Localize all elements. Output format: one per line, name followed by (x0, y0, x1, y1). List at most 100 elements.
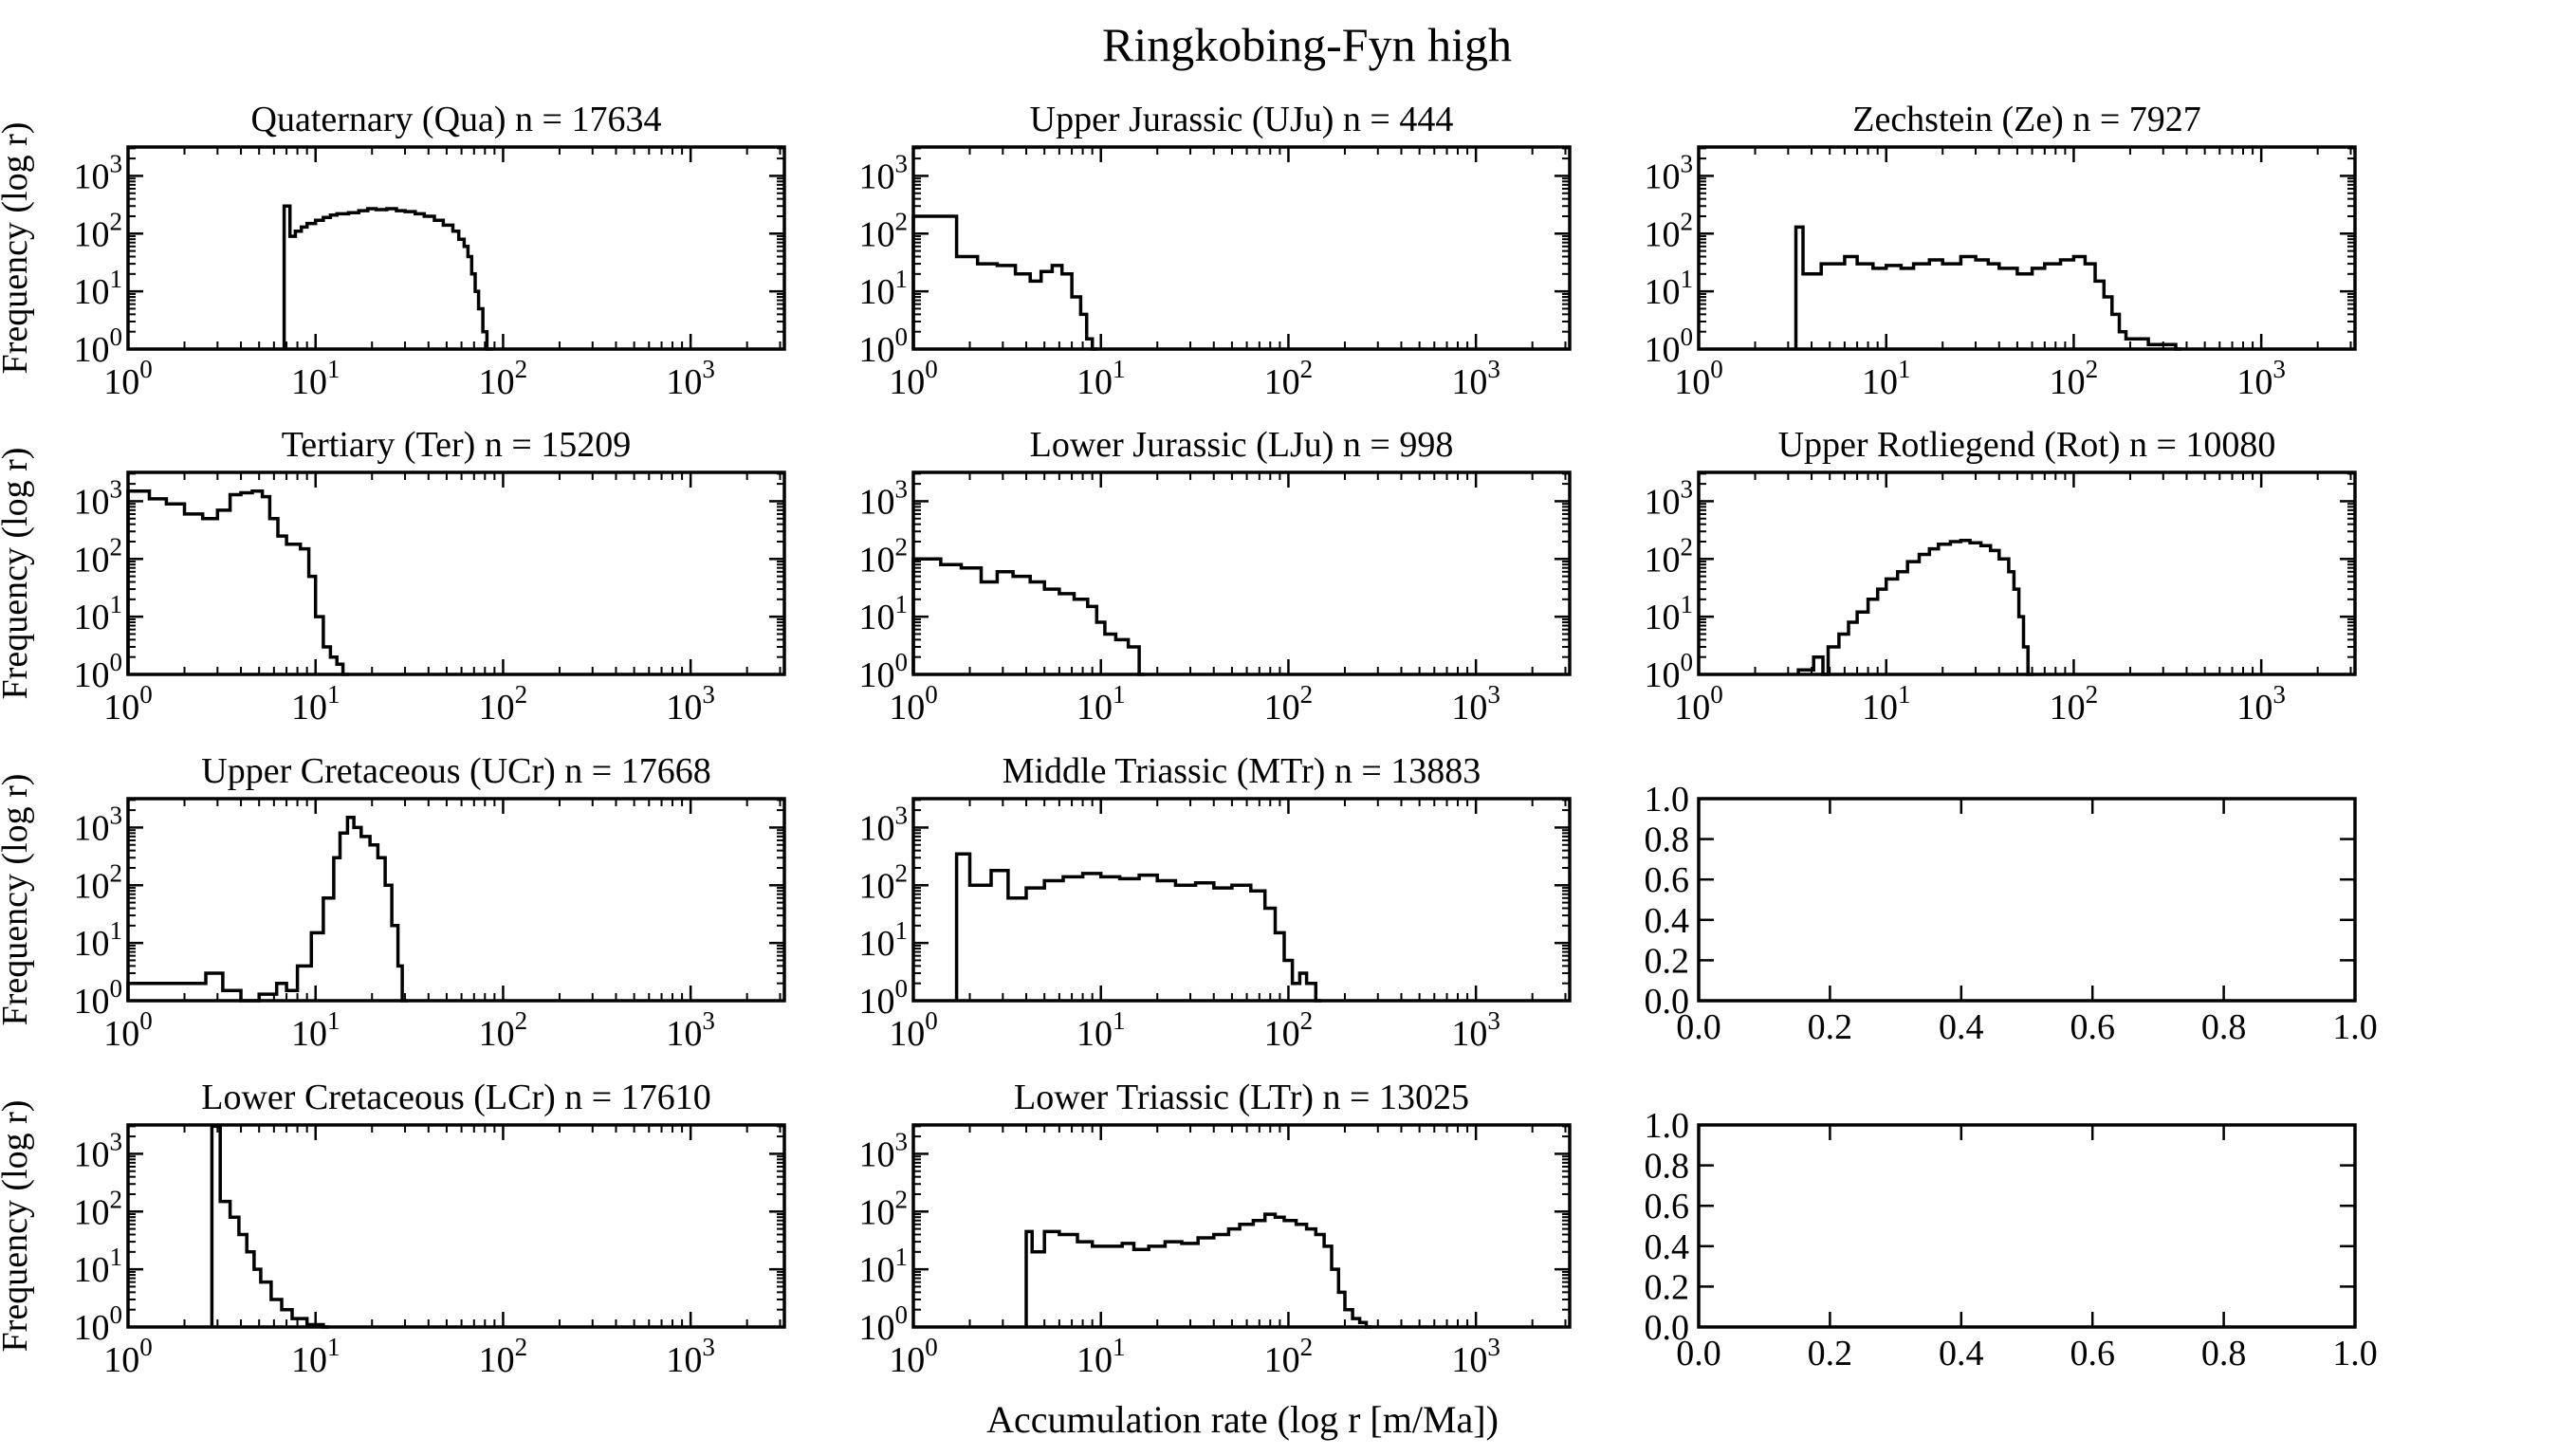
axes-frame (1697, 797, 2357, 1003)
panels-grid: Quaternary (Qua) n = 17634 100 101 102 103 10… (0, 100, 2378, 1380)
x-tick-label: 100 (103, 1006, 153, 1054)
axes-frame (126, 470, 786, 676)
y-tick-label: 0.4 (1645, 1227, 1690, 1267)
subplot-title: Upper Cretaceous (UCr) n = 17668 (201, 751, 710, 791)
y-tick-label: 1.0 (1645, 1106, 1690, 1146)
y-tick-label: 0.0 (1645, 1308, 1690, 1348)
y-tick-label: 101 (74, 1243, 123, 1290)
y-tick-label: 1.0 (1645, 780, 1690, 820)
x-tick-label: 103 (1451, 1006, 1500, 1054)
x-tick-label: 0.8 (2201, 1007, 2247, 1047)
x-tick-label: 101 (291, 680, 340, 728)
y-tick-label: 103 (74, 149, 123, 196)
x-tick-label: 102 (1264, 1333, 1314, 1380)
x-tick-label: 0.0 (1676, 1007, 1721, 1047)
y-axis-label: Frequency (log r) (0, 1100, 35, 1353)
x-tick-label: 100 (889, 355, 938, 402)
subplot-3: Zechstein (Ze) n = 7927 100 101 102 103 100 10… (1645, 100, 2357, 402)
subplot-title: Lower Cretaceous (LCr) n = 17610 (201, 1078, 710, 1117)
subplot-title: Lower Triassic (LTr) n = 13025 (1014, 1078, 1469, 1117)
subplot-4: Tertiary (Ter) n = 15209 100 101 102 103 100 1… (74, 425, 786, 728)
y-tick-label: 100 (74, 1300, 123, 1348)
y-tick-label: 101 (1645, 590, 1694, 637)
histogram-steps (210, 1124, 329, 1329)
histogram-steps (1796, 538, 2034, 676)
x-tick-label: 0.0 (1676, 1334, 1721, 1373)
y-tick-label: 101 (859, 916, 909, 964)
x-tick-label: 102 (479, 1006, 528, 1054)
x-tick-label: 0.6 (2070, 1334, 2115, 1373)
y-tick-label: 101 (1645, 265, 1694, 312)
histogram-steps (954, 852, 1322, 1003)
y-tick-label: 101 (74, 916, 123, 964)
y-tick-label: 103 (859, 1127, 909, 1174)
x-tick-label: 102 (479, 1333, 528, 1380)
x-tick-label: 101 (291, 1333, 340, 1380)
subplot-title: Upper Jurassic (UJu) n = 444 (1030, 100, 1454, 139)
x-tick-label: 1.0 (2332, 1007, 2378, 1047)
x-tick-label: 101 (1076, 1006, 1126, 1054)
axes-frame (126, 145, 786, 351)
x-tick-label: 102 (2050, 680, 2099, 728)
y-tick-label: 0.0 (1645, 982, 1690, 1022)
x-tick-label: 103 (666, 1333, 715, 1380)
x-tick-label: 103 (666, 1006, 715, 1054)
y-tick-label: 100 (859, 648, 909, 695)
y-tick-label: 103 (1645, 474, 1694, 522)
x-tick-label: 100 (889, 1006, 938, 1054)
x-tick-label: 102 (2050, 355, 2099, 402)
subplot-title: Middle Triassic (MTr) n = 13883 (1003, 751, 1481, 791)
y-tick-label: 102 (1645, 207, 1694, 254)
y-tick-label: 101 (74, 590, 123, 637)
y-tick-label: 0.2 (1645, 941, 1690, 981)
axes-frame (1697, 1123, 2357, 1329)
x-tick-label: 100 (1674, 355, 1723, 402)
x-tick-label: 101 (1076, 355, 1126, 402)
subplot-2: Upper Jurassic (UJu) n = 444 100 101 102 103… (859, 100, 1572, 402)
y-tick-label: 100 (859, 974, 909, 1022)
y-axis-label: Frequency (log r) (0, 448, 35, 700)
axes-frame (126, 797, 786, 1003)
y-axis-label: Frequency (log r) (0, 774, 35, 1026)
y-tick-label: 102 (74, 1185, 123, 1232)
axes-frame (911, 797, 1572, 1003)
x-tick-label: 0.6 (2070, 1007, 2115, 1047)
x-tick-label: 101 (291, 355, 340, 402)
x-tick-label: 103 (666, 680, 715, 728)
subplot-5: Lower Jurassic (LJu) n = 998 100 101 102 103… (859, 425, 1572, 728)
y-tick-label: 100 (1645, 323, 1694, 370)
y-tick-label: 100 (74, 648, 123, 695)
subplot-12: 0.0 0.2 0.4 0.6 0.8 1.00.00.20.40.60.81.0 (1645, 1106, 2378, 1373)
y-tick-label: 103 (859, 149, 909, 196)
x-tick-label: 103 (2236, 680, 2286, 728)
subplot-title: Tertiary (Ter) n = 15209 (282, 425, 632, 465)
x-tick-label: 102 (479, 355, 528, 402)
y-tick-label: 0.8 (1645, 1147, 1690, 1187)
y-tick-label: 103 (859, 801, 909, 848)
axes-frame (911, 470, 1572, 676)
subplot-title: Lower Jurassic (LJu) n = 998 (1030, 425, 1454, 465)
subplot-title: Quaternary (Qua) n = 17634 (251, 100, 662, 139)
x-tick-label: 102 (1264, 680, 1314, 728)
x-tick-label: 101 (1862, 355, 1911, 402)
histogram-steps (1794, 225, 2181, 351)
x-axis-label: Accumulation rate (log r [m/Ma]) (986, 1398, 1499, 1441)
y-tick-label: 103 (74, 1127, 123, 1174)
x-tick-label: 103 (2236, 355, 2286, 402)
subplot-6: Upper Rotliegend (Rot) n = 10080 100 101 10… (1645, 425, 2357, 728)
x-tick-label: 102 (1264, 355, 1314, 402)
y-tick-label: 103 (859, 474, 909, 522)
axes-frame (1697, 145, 2357, 351)
y-tick-label: 101 (859, 590, 909, 637)
x-tick-label: 103 (666, 355, 715, 402)
y-tick-label: 100 (859, 323, 909, 370)
y-tick-label: 102 (859, 207, 909, 254)
y-tick-label: 102 (859, 858, 909, 906)
y-tick-label: 102 (74, 532, 123, 580)
y-tick-label: 0.8 (1645, 820, 1690, 860)
y-tick-label: 101 (859, 1243, 909, 1290)
subplot-9: 0.0 0.2 0.4 0.6 0.8 1.00.00.20.40.60.81.0 (1645, 780, 2378, 1047)
subplot-7: Upper Cretaceous (UCr) n = 17668 100 101 10… (74, 751, 786, 1054)
y-tick-label: 101 (859, 265, 909, 312)
